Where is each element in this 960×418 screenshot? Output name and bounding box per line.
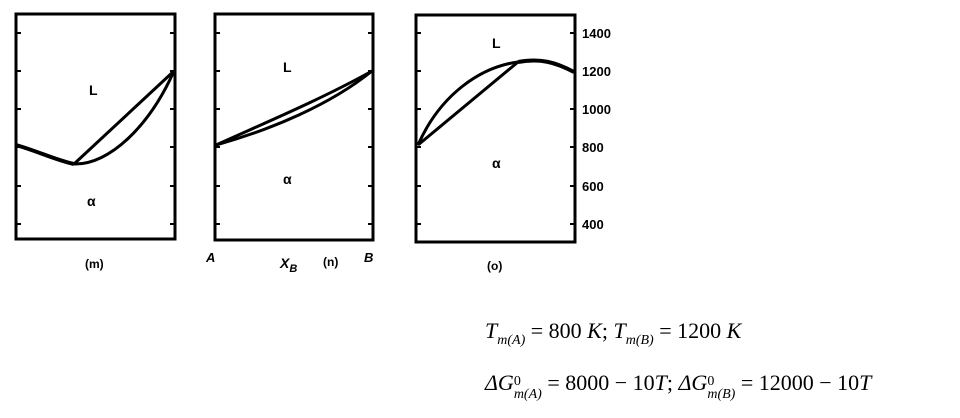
panel-n-frame [213,12,375,242]
panel-o-liquid-label: L [492,35,501,51]
panel-n-liquid-label: L [283,59,292,75]
panel-m-caption: (m) [85,257,104,271]
panel-o-right-curves [517,58,575,74]
gibbs-energy-equation: ΔG 0 m(A) = 8000 − 10T; ΔG 0 m(B) = 12000 − … [485,370,872,402]
panel-n-left-end-a: A [205,250,215,265]
melting-points-equation: Tm(A) = 800 K; Tm(B) = 1200 K [485,318,742,348]
panel-o-frame [414,13,577,244]
panel-n-ticks [215,32,373,225]
ytick-1200: 1200 [582,64,611,79]
panel-n-xaxis-label: XB [279,255,297,275]
panel-n-liquidus [215,69,373,147]
panel-n: L α A B XB (n) [205,12,375,275]
ytick-400: 400 [582,217,604,232]
panel-o-y-axis-labels: 1400 1200 1000 800 600 400 [582,26,611,232]
panel-o: L α (o) 1400 1200 1000 800 600 400 [414,13,611,273]
panel-n-solid-label: α [283,171,292,187]
panel-o-ticks [416,32,575,225]
ytick-1400: 1400 [582,26,611,41]
panel-o-liquidus [416,60,519,146]
phase-diagrams: L α (m) L α A B XB (n) L α [14,12,611,275]
panel-n-solidus [215,69,373,147]
panel-m-frame [14,12,177,241]
panel-n-caption: (n) [323,255,338,269]
ytick-1000: 1000 [582,102,611,117]
panel-o-caption: (o) [487,259,502,273]
ytick-600: 600 [582,179,604,194]
ytick-800: 800 [582,140,604,155]
panel-m-liquidus [72,69,176,166]
panel-m: L α (m) [14,12,177,271]
panel-n-right-end-b: B [364,250,373,265]
panel-m-solidus [73,70,176,166]
panel-o-solid-label: α [492,155,501,171]
panel-m-solid-label: α [87,193,96,209]
panel-m-liquid-label: L [89,82,98,98]
panel-o-solidus [417,60,519,147]
panel-m-left-curves [15,143,75,166]
